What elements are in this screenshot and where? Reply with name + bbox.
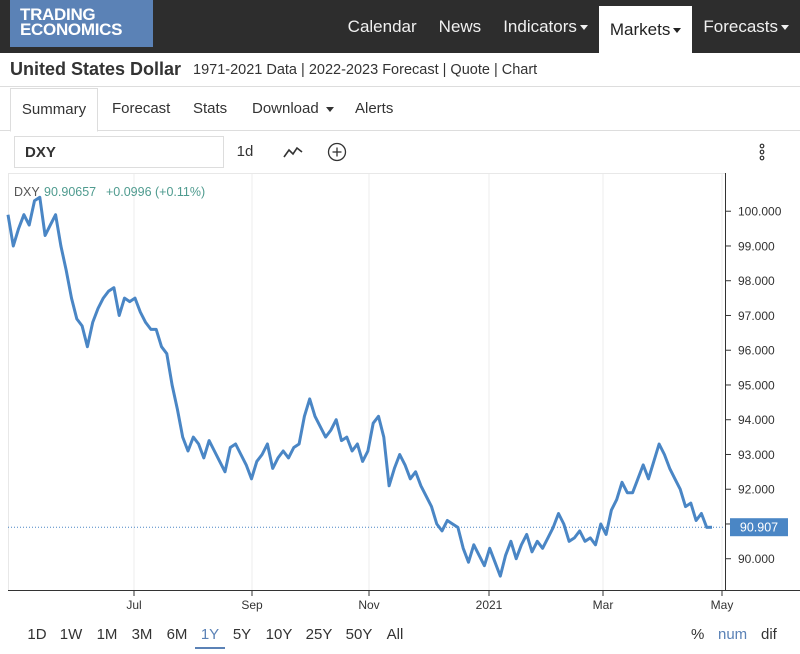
y-axis-ticks: 100.000 99.000 98.000 97.000 96.000 95.000 94.… [725, 205, 782, 566]
range-5y[interactable]: 5Y [232, 626, 252, 643]
y-tick-label: 96.000 [738, 344, 775, 358]
page-title: United States Dollar [10, 59, 182, 79]
range-6m[interactable]: 6M [166, 626, 188, 643]
y-tick-label: 90.000 [738, 552, 775, 566]
legend-value: 90.90657 [44, 185, 96, 199]
legend-symbol: DXY [14, 185, 40, 199]
range-1m[interactable]: 1M [96, 626, 118, 643]
nav-forecasts[interactable]: Forecasts [692, 0, 800, 53]
price-chart[interactable]: 100.000 99.000 98.000 97.000 96.000 95.000 94.… [0, 173, 800, 616]
interval-button[interactable]: 1d [236, 143, 254, 160]
range-50y[interactable]: 50Y [345, 626, 373, 643]
tab-stats[interactable]: Stats [193, 100, 228, 117]
range-selector: 1D 1W 1M 3M 6M 1Y 5Y 10Y 25Y 50Y All % n… [0, 616, 800, 654]
chart-area[interactable]: 100.000 99.000 98.000 97.000 96.000 95.000 94.… [0, 173, 800, 654]
y-tick-label: 100.000 [738, 205, 782, 219]
y-tick-label: 97.000 [738, 309, 775, 323]
tab-summary[interactable]: Summary [10, 88, 98, 132]
range-1w[interactable]: 1W [59, 626, 83, 643]
x-tick-label: May [711, 598, 734, 612]
caret-down-icon [325, 106, 334, 112]
mode-num[interactable]: num [718, 626, 748, 643]
last-value-badge [730, 518, 788, 537]
x-axis-ticks: Jul Sep Nov 2021 Mar May [126, 590, 733, 612]
page-subtitle[interactable]: 1971-2021 Data | 2022-2023 Forecast | Qu… [193, 62, 538, 78]
caret-down-icon [673, 28, 682, 34]
last-value-marker: 90.907 [730, 518, 788, 537]
nav-indicators[interactable]: Indicators [492, 0, 599, 53]
nav-calendar[interactable]: Calendar [347, 17, 417, 36]
trading-economics-logo[interactable]: TRADING ECONOMICS [10, 0, 153, 47]
page-header: United States Dollar 1971-2021 Data | 20… [0, 53, 800, 87]
symbol-input[interactable] [14, 136, 224, 168]
logo-line-2: ECONOMICS [20, 20, 123, 39]
caret-down-icon [781, 25, 789, 31]
last-value-text: 90.907 [740, 521, 778, 535]
y-tick-label: 98.000 [738, 274, 775, 288]
chart-toolbar: 1d [0, 131, 800, 173]
x-tick-label: Jul [126, 598, 141, 612]
logo-line-1: TRADING [20, 5, 96, 24]
y-tick-label: 99.000 [738, 239, 775, 253]
nav-news[interactable]: News [438, 17, 482, 36]
mode-dif[interactable]: dif [761, 626, 777, 643]
x-tick-label: Nov [358, 598, 379, 612]
line-chart-icon[interactable] [278, 136, 308, 168]
tab-bar: Summary Forecast Stats Download Alerts [0, 88, 800, 132]
y-tick-label: 92.000 [738, 483, 775, 497]
legend-change: +0.0996 (+0.11%) [106, 185, 205, 199]
tab-forecast[interactable]: Forecast [112, 100, 171, 117]
circle-plus-icon[interactable] [322, 136, 352, 168]
x-tick-label: 2021 [476, 598, 503, 612]
y-tick-label: 93.000 [738, 448, 775, 462]
caret-down-icon [579, 25, 588, 31]
dxy-series-line[interactable] [6, 195, 713, 578]
range-25y[interactable]: 25Y [305, 626, 333, 643]
vertical-dots-icon[interactable] [750, 136, 774, 168]
vertical-grid [133, 173, 723, 590]
x-tick-label: Mar [593, 598, 614, 612]
range-10y[interactable]: 10Y [265, 626, 293, 643]
top-navigation: TRADING ECONOMICS Calendar News Indicato… [0, 0, 800, 53]
y-tick-label: 95.000 [738, 378, 775, 392]
range-1y[interactable]: 1Y [195, 621, 225, 649]
main-menu: Calendar News Indicators Markets Forecas… [337, 0, 800, 53]
range-1d[interactable]: 1D [27, 626, 47, 643]
y-tick-label: 94.000 [738, 413, 775, 427]
range-all[interactable]: All [386, 626, 404, 643]
tab-download[interactable]: Download [252, 88, 334, 131]
tab-alerts[interactable]: Alerts [355, 100, 394, 117]
mode-percent[interactable]: % [691, 626, 705, 643]
range-3m[interactable]: 3M [131, 626, 153, 643]
nav-markets[interactable]: Markets [598, 6, 693, 53]
x-tick-label: Sep [241, 598, 263, 612]
